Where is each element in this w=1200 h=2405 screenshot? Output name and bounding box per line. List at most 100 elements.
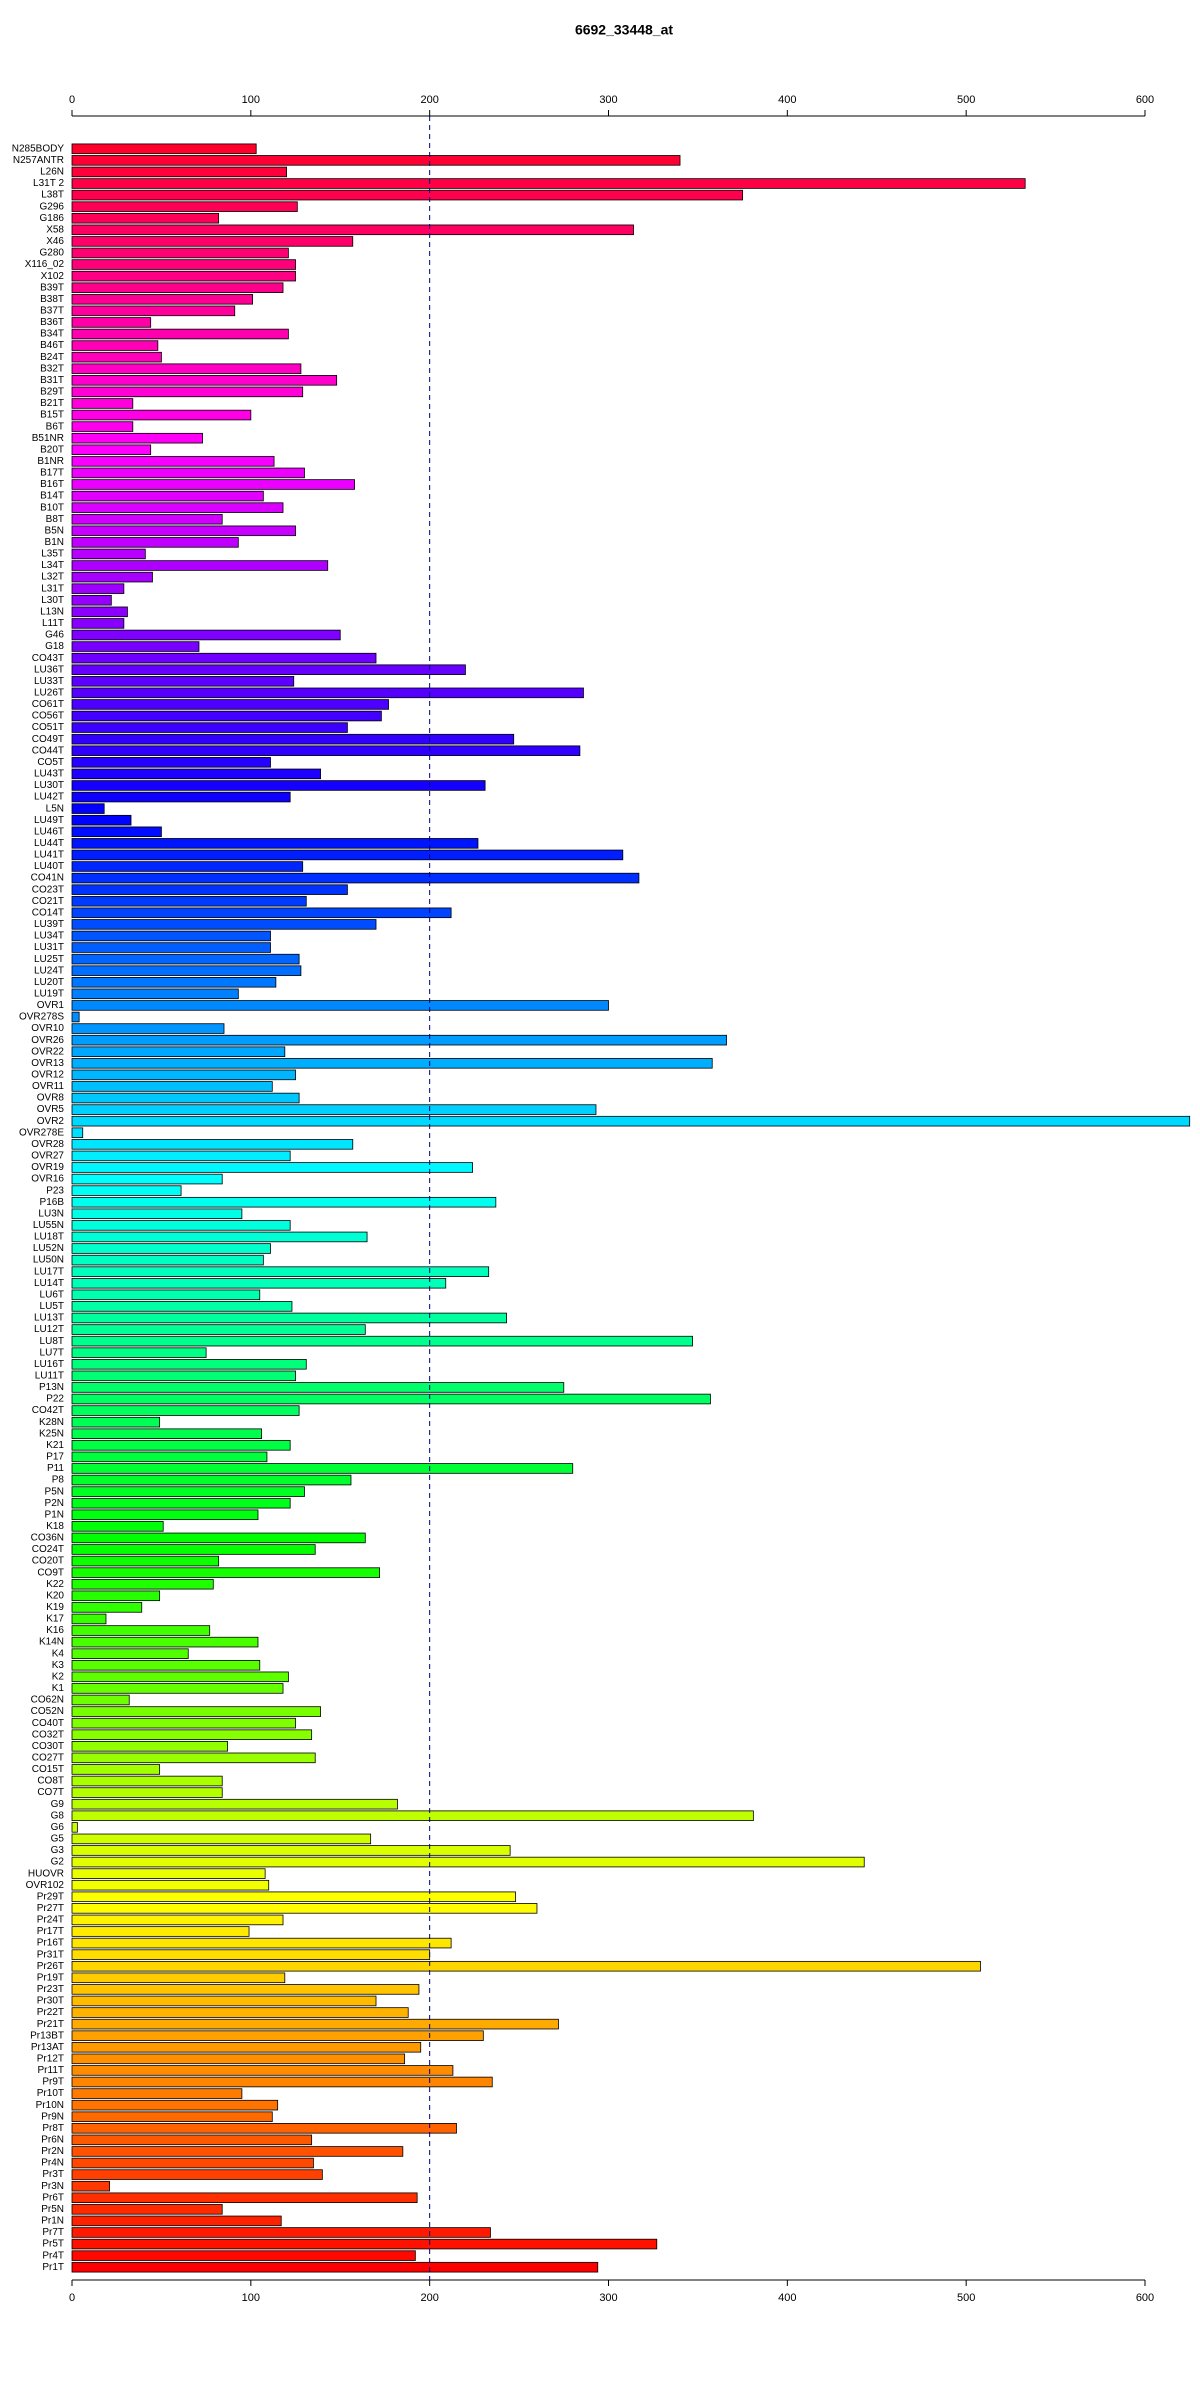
y-tick-label: Pr6N [41, 2135, 64, 2146]
y-tick-label: HUOVR [28, 1868, 64, 1879]
x-tick-label: 400 [778, 2292, 796, 2304]
bar [71, 1173, 223, 1185]
bar [71, 2227, 491, 2238]
y-tick-label: P16B [40, 1197, 65, 1208]
y-tick-label: Pr10T [37, 2088, 64, 2099]
bar [71, 2250, 416, 2261]
y-tick-label: OVR8 [37, 1093, 65, 1104]
bar [71, 1150, 291, 1162]
bar [71, 1833, 372, 1845]
y-tick-label: LU13T [34, 1313, 64, 1324]
bar [71, 629, 341, 641]
bar [71, 641, 200, 652]
y-tick-label: P13N [39, 1382, 64, 1393]
y-tick-label: LU42T [34, 792, 64, 803]
y-tick-label: CO32T [32, 1729, 64, 1740]
y-tick-label: Pr19T [37, 1972, 64, 1983]
y-tick-label: K25N [39, 1428, 64, 1439]
y-tick-label: Pr5N [41, 2204, 64, 2215]
bar [71, 1497, 291, 1509]
bar [71, 1521, 164, 1532]
bar [71, 189, 744, 201]
bar [71, 1984, 420, 1995]
y-tick-label: G46 [45, 630, 64, 641]
bar [71, 838, 479, 849]
bar [71, 1266, 490, 1277]
y-tick-label: Pr13BT [30, 2030, 64, 2041]
y-tick-label: LU33T [34, 676, 64, 687]
bar [71, 340, 159, 351]
y-tick-label: CO49T [32, 734, 64, 745]
y-tick-label: CO42T [32, 1405, 64, 1416]
y-tick-label: OVR2 [37, 1116, 65, 1127]
y-tick-label: K19 [46, 1602, 64, 1613]
bar [71, 2042, 422, 2053]
bar [71, 1532, 366, 1544]
bar [71, 1636, 259, 1648]
bar [71, 1023, 225, 1034]
y-tick-label: B51NR [32, 433, 64, 444]
bar [71, 1752, 316, 1764]
bar [71, 537, 239, 548]
y-tick-label: CO20T [32, 1556, 64, 1567]
y-tick-label: B8T [46, 514, 64, 525]
bar [71, 1602, 143, 1613]
bar [71, 1243, 271, 1254]
y-tick-label: CO51T [32, 722, 64, 733]
bar [71, 1775, 223, 1787]
y-tick-label: Pr22T [37, 2007, 64, 2018]
bar [71, 1764, 161, 1775]
bar [71, 722, 348, 733]
y-tick-label: LU30T [34, 780, 64, 791]
y-tick-label: L32T [41, 572, 64, 583]
bar [71, 1185, 182, 1196]
bar [71, 328, 289, 340]
bar [71, 1370, 296, 1382]
bar [71, 1220, 291, 1231]
x-tick-label: 200 [420, 94, 438, 106]
y-tick-label: CO41N [31, 873, 64, 884]
bar [71, 1382, 565, 1393]
y-tick-label: L35T [41, 549, 64, 560]
y-tick-label: Pr13AT [31, 2042, 64, 2053]
chart-title: 6692_33448_at [575, 22, 673, 38]
bar [71, 1937, 452, 1949]
bar [71, 236, 354, 247]
bar [71, 1856, 865, 1868]
y-tick-label: P11 [47, 1463, 64, 1474]
y-tick-label: LU17T [34, 1266, 64, 1277]
y-tick-label: B21T [40, 398, 64, 409]
y-tick-label: OVR12 [31, 1070, 64, 1081]
y-tick-label: B5N [45, 525, 64, 536]
bar [71, 1683, 284, 1694]
bar [71, 1879, 270, 1891]
y-tick-label: B37T [40, 305, 64, 316]
y-tick-label: Pr11T [38, 2065, 65, 2076]
y-tick-label: CO14T [32, 907, 64, 918]
y-tick-label: K20 [46, 1590, 64, 1601]
y-tick-label: B1N [45, 537, 64, 548]
bar [71, 583, 125, 594]
y-tick-label: LU7T [40, 1347, 64, 1358]
y-tick-label: Pr24T [37, 1915, 64, 1926]
y-tick-label: B34T [40, 329, 64, 340]
bar [71, 699, 389, 710]
bar [71, 2065, 454, 2076]
bar [71, 1231, 368, 1243]
bar [71, 803, 105, 814]
y-tick-label: LU16T [34, 1359, 64, 1370]
bar [71, 1555, 220, 1567]
y-tick-label: LU25T [34, 954, 64, 965]
bar [71, 1798, 398, 1810]
x-tick-label: 300 [599, 94, 617, 106]
bar [71, 548, 146, 560]
bar [71, 305, 236, 317]
y-tick-label: OVR16 [31, 1174, 64, 1185]
y-tick-label: CO62N [31, 1695, 64, 1706]
y-tick-label: X58 [46, 224, 64, 235]
x-tick-label: 500 [957, 94, 975, 106]
y-tick-label: L31T [41, 583, 64, 594]
bar [71, 1301, 293, 1312]
y-tick-label: LU20T [34, 977, 64, 988]
y-tick-label: K4 [52, 1648, 65, 1659]
